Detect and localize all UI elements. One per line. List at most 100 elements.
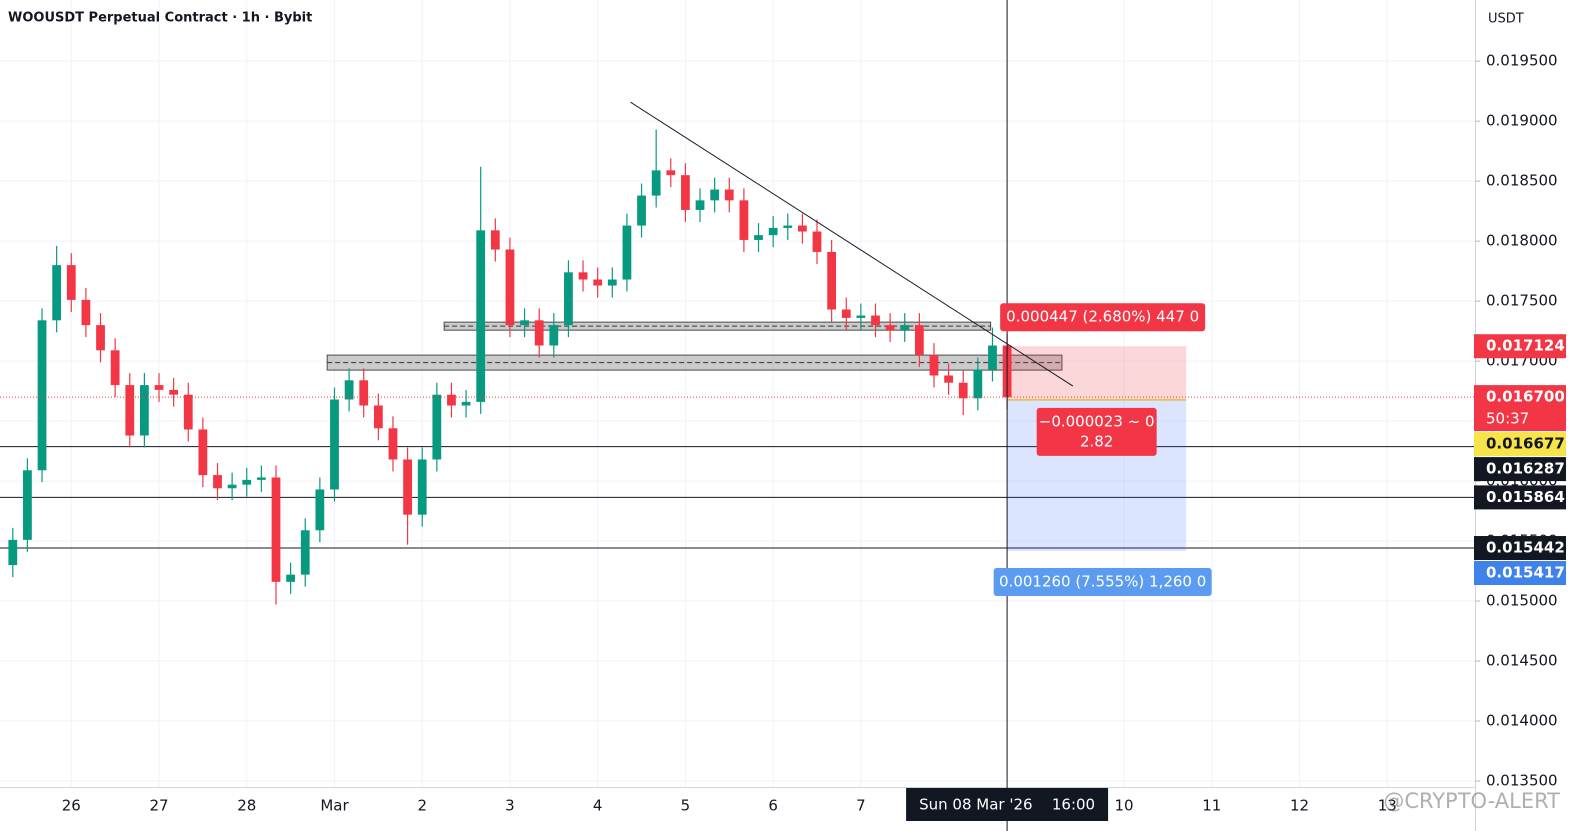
candle-body: [885, 325, 895, 330]
pnl-text: −0.000023 ~ 0: [1039, 412, 1155, 430]
crosshair-label-bg: [906, 788, 1109, 821]
watermark: @CRYPTO-ALERT: [1383, 789, 1560, 813]
candle-body: [388, 428, 398, 460]
candle-body: [373, 405, 383, 429]
candle-body: [666, 170, 676, 176]
candle-body: [227, 484, 237, 489]
x-tick-label: Mar: [320, 797, 349, 815]
x-tick-label: 27: [149, 797, 168, 815]
time-axis-bg: [0, 787, 1475, 831]
x-tick-label: 7: [856, 797, 866, 815]
candle-body: [125, 385, 135, 436]
candle-body: [271, 477, 281, 582]
candle-body: [476, 230, 486, 402]
candle-body: [958, 382, 968, 399]
candle-body: [637, 195, 646, 226]
candle-body: [988, 345, 997, 370]
candle-body: [403, 459, 412, 515]
price-label-bg: [1474, 485, 1566, 510]
price-label-bg: [1474, 536, 1566, 561]
candle-body: [607, 279, 617, 286]
pnl-text: 2.82: [1080, 432, 1113, 450]
candle-body: [914, 325, 924, 356]
candle-body: [96, 325, 105, 351]
y-tick-label: 0.014500: [1486, 652, 1558, 670]
x-tick-label: 4: [593, 797, 603, 815]
candle-body: [490, 230, 500, 250]
price-label: 0.015864: [1486, 488, 1565, 506]
candle-body: [797, 225, 807, 232]
y-tick-label: 0.017500: [1486, 292, 1558, 310]
candle-body: [827, 251, 837, 310]
y-tick-label: 0.018000: [1486, 232, 1558, 250]
candle-body: [681, 175, 690, 210]
stop-text: 0.000447 (2.680%) 447 0: [1006, 308, 1199, 326]
x-tick-label: 28: [237, 797, 256, 815]
candle-body: [417, 459, 427, 515]
candle-body: [286, 574, 295, 582]
price-label: 50:37: [1486, 410, 1529, 428]
y-tick-label: 0.019500: [1486, 52, 1558, 70]
candle-body: [549, 325, 559, 346]
crosshair-date: Sun 08 Mar '26: [919, 796, 1032, 814]
candle-body: [140, 385, 149, 436]
candle-body: [8, 539, 18, 566]
price-label-bg: [1474, 457, 1566, 482]
candle-body: [871, 315, 880, 326]
y-tick-label: 0.015000: [1486, 592, 1558, 610]
candle-body: [344, 380, 354, 400]
x-tick-label: 2: [417, 797, 427, 815]
target-text: 0.001260 (7.555%) 1,260 0: [999, 573, 1206, 591]
candle-body: [520, 320, 529, 326]
candle-body: [593, 279, 603, 286]
candle-body: [461, 401, 471, 406]
candle-body: [534, 320, 544, 346]
candle-body: [695, 200, 705, 210]
candle-body: [169, 389, 179, 395]
x-tick-label: 12: [1290, 797, 1309, 815]
candle-body: [944, 375, 953, 383]
candle-body: [505, 249, 515, 326]
candle-body: [300, 530, 310, 575]
x-tick-label: 10: [1115, 797, 1134, 815]
x-tick-label: 11: [1202, 797, 1221, 815]
x-tick-label: 3: [505, 797, 515, 815]
overlays: Sun 08 Mar '26 16:00 0.000447 (2.680%) 447…: [906, 0, 1566, 831]
candle-body: [198, 429, 208, 476]
target-text-bg: [993, 568, 1212, 597]
crosshair-time: 16:00: [1052, 796, 1095, 814]
price-label: 0.015442: [1486, 539, 1565, 557]
price-label-bg: [1474, 334, 1566, 359]
price-label: 0.016677: [1486, 435, 1565, 453]
x-tick-label: 5: [681, 797, 691, 815]
stop-zone: [1007, 346, 1187, 400]
candle-body: [900, 325, 910, 330]
candle-body: [315, 489, 325, 531]
candle-body: [856, 315, 866, 318]
y-tick-label: 0.019000: [1486, 112, 1558, 130]
candle-body: [564, 272, 573, 326]
candle-body: [929, 355, 939, 376]
candle-body: [330, 399, 339, 490]
x-tick-label: 26: [62, 797, 81, 815]
pnl-text-bg: [1036, 407, 1157, 456]
stop-text-bg: [1000, 303, 1206, 332]
candle-body: [52, 265, 62, 321]
candle-body: [710, 189, 720, 201]
x-tick-label: 13: [1378, 797, 1397, 815]
candle-body: [578, 272, 588, 280]
candle-body: [783, 225, 793, 228]
candle-body: [37, 320, 47, 471]
price-label: 0.017124: [1486, 337, 1565, 355]
candle-body: [66, 265, 76, 300]
candle-body: [739, 200, 749, 240]
candle-body: [841, 309, 851, 318]
price-label-bg: [1474, 561, 1566, 586]
y-tick-label: 0.014000: [1486, 712, 1558, 730]
candle-body: [359, 380, 369, 406]
candle-body: [754, 235, 763, 240]
candle-body: [622, 225, 632, 280]
candle-body: [256, 477, 266, 480]
